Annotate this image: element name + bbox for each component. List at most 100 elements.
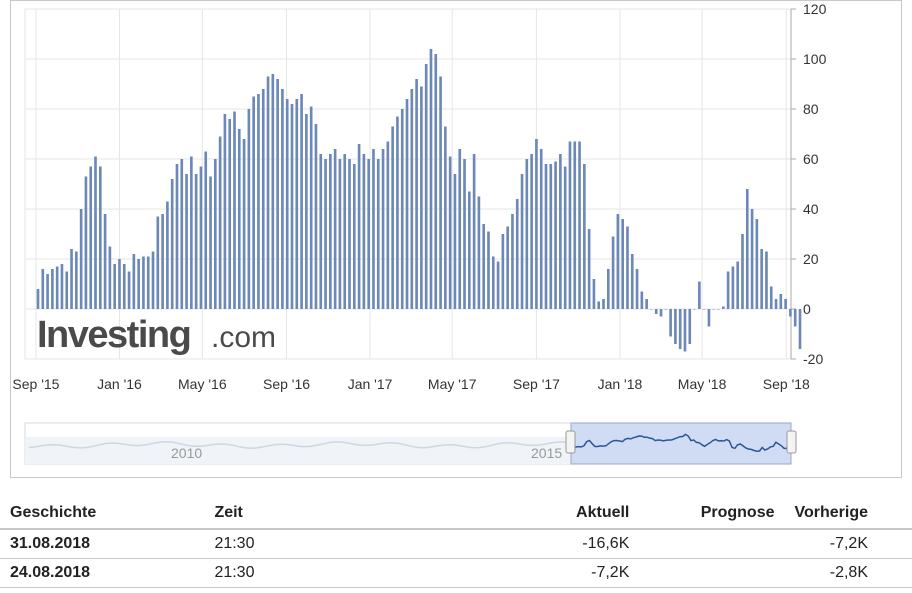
bar xyxy=(142,256,145,309)
bar xyxy=(463,159,466,309)
bar xyxy=(170,179,174,309)
row-actual: -16,6K xyxy=(415,529,640,559)
row-actual: -7,2K xyxy=(415,558,640,588)
bar xyxy=(113,264,116,309)
bar xyxy=(683,309,687,352)
header-actual: Aktuell xyxy=(415,498,640,530)
bar xyxy=(606,269,610,309)
bar xyxy=(305,114,308,309)
row-time: 21:30 xyxy=(204,558,416,588)
bar xyxy=(84,176,88,309)
bar xyxy=(223,114,227,309)
logo: Investing .com xyxy=(37,314,276,356)
bar xyxy=(525,159,529,309)
bar xyxy=(228,119,232,309)
bar xyxy=(726,271,730,309)
bar xyxy=(774,299,778,309)
bar xyxy=(60,264,64,309)
bar xyxy=(410,89,414,309)
row-date: 24.08.2018 xyxy=(0,558,205,588)
bar xyxy=(247,109,251,309)
table-row: 31.08.2018 21:30 -16,6K -7,2K xyxy=(0,529,912,559)
bar xyxy=(654,309,658,314)
bar xyxy=(314,124,318,309)
bar xyxy=(712,309,716,310)
bar xyxy=(544,164,548,309)
bar xyxy=(779,294,783,309)
bar xyxy=(769,286,773,309)
navigator-left-handle[interactable] xyxy=(565,430,576,454)
bar xyxy=(75,251,78,309)
bar xyxy=(362,154,366,309)
bar xyxy=(175,164,179,309)
x-tick-label: Jan '16 xyxy=(97,376,142,392)
header-forecast: Prognose xyxy=(639,498,785,530)
bar xyxy=(94,156,97,309)
bar xyxy=(103,214,107,309)
bar xyxy=(707,309,711,327)
logo-main: Investing xyxy=(37,314,190,356)
bar xyxy=(108,246,112,309)
x-tick-label: Jan '18 xyxy=(598,376,643,392)
history-table: Geschichte Zeit Aktuell Prognose Vorheri… xyxy=(0,498,912,588)
bar xyxy=(161,214,164,309)
bar xyxy=(429,49,433,309)
bar xyxy=(722,306,725,309)
logo-suffix: .com xyxy=(211,321,276,354)
navigator-right-handle[interactable] xyxy=(786,430,797,454)
bar xyxy=(453,174,457,309)
bar xyxy=(448,156,452,309)
x-tick-label: Sep '17 xyxy=(513,376,560,392)
bar xyxy=(515,199,519,309)
y-tick-label: 120 xyxy=(803,1,827,17)
bar xyxy=(41,269,45,309)
bar xyxy=(151,251,155,309)
bar xyxy=(472,154,476,309)
navigator-selection[interactable] xyxy=(570,422,792,465)
bar xyxy=(789,309,792,317)
bar xyxy=(583,164,586,309)
bar xyxy=(602,299,605,309)
bar xyxy=(587,229,591,309)
bar xyxy=(717,309,720,310)
bar xyxy=(190,156,193,309)
bar xyxy=(784,299,787,309)
bar xyxy=(36,289,40,309)
bar xyxy=(276,79,279,309)
bar xyxy=(357,144,361,309)
x-tick-label: Jan '17 xyxy=(348,376,393,392)
bar xyxy=(491,256,495,309)
bar xyxy=(650,309,653,310)
bar xyxy=(199,166,203,309)
bar xyxy=(630,254,634,309)
bar xyxy=(506,226,509,309)
bar xyxy=(535,139,538,309)
bar xyxy=(89,166,93,309)
bar xyxy=(578,141,581,309)
navigator[interactable]: 2010 2015 xyxy=(24,422,797,465)
bar xyxy=(132,254,136,309)
row-date: 31.08.2018 xyxy=(0,529,205,559)
navigator-label-2010: 2010 xyxy=(171,445,202,461)
chart: 120 100 80 60 40 20 0 -20 Sep '15 Jan '16 May '16… xyxy=(12,1,827,465)
x-tick-label: Sep '18 xyxy=(763,376,810,392)
bar xyxy=(319,154,323,309)
x-tick-label: Sep '15 xyxy=(12,376,59,392)
bar xyxy=(400,109,404,309)
bar xyxy=(678,309,682,349)
bar xyxy=(458,149,462,309)
bar xyxy=(698,281,701,309)
bar xyxy=(166,201,169,309)
bar xyxy=(79,209,83,309)
navigator-selection-line xyxy=(572,433,790,452)
bar xyxy=(487,231,490,309)
bar xyxy=(352,164,356,309)
bar xyxy=(300,94,303,309)
bar xyxy=(261,89,265,309)
bar xyxy=(214,159,217,309)
bar xyxy=(405,99,409,309)
bar xyxy=(765,251,768,309)
bar xyxy=(127,271,131,309)
bar xyxy=(146,256,150,309)
bar xyxy=(563,166,567,309)
